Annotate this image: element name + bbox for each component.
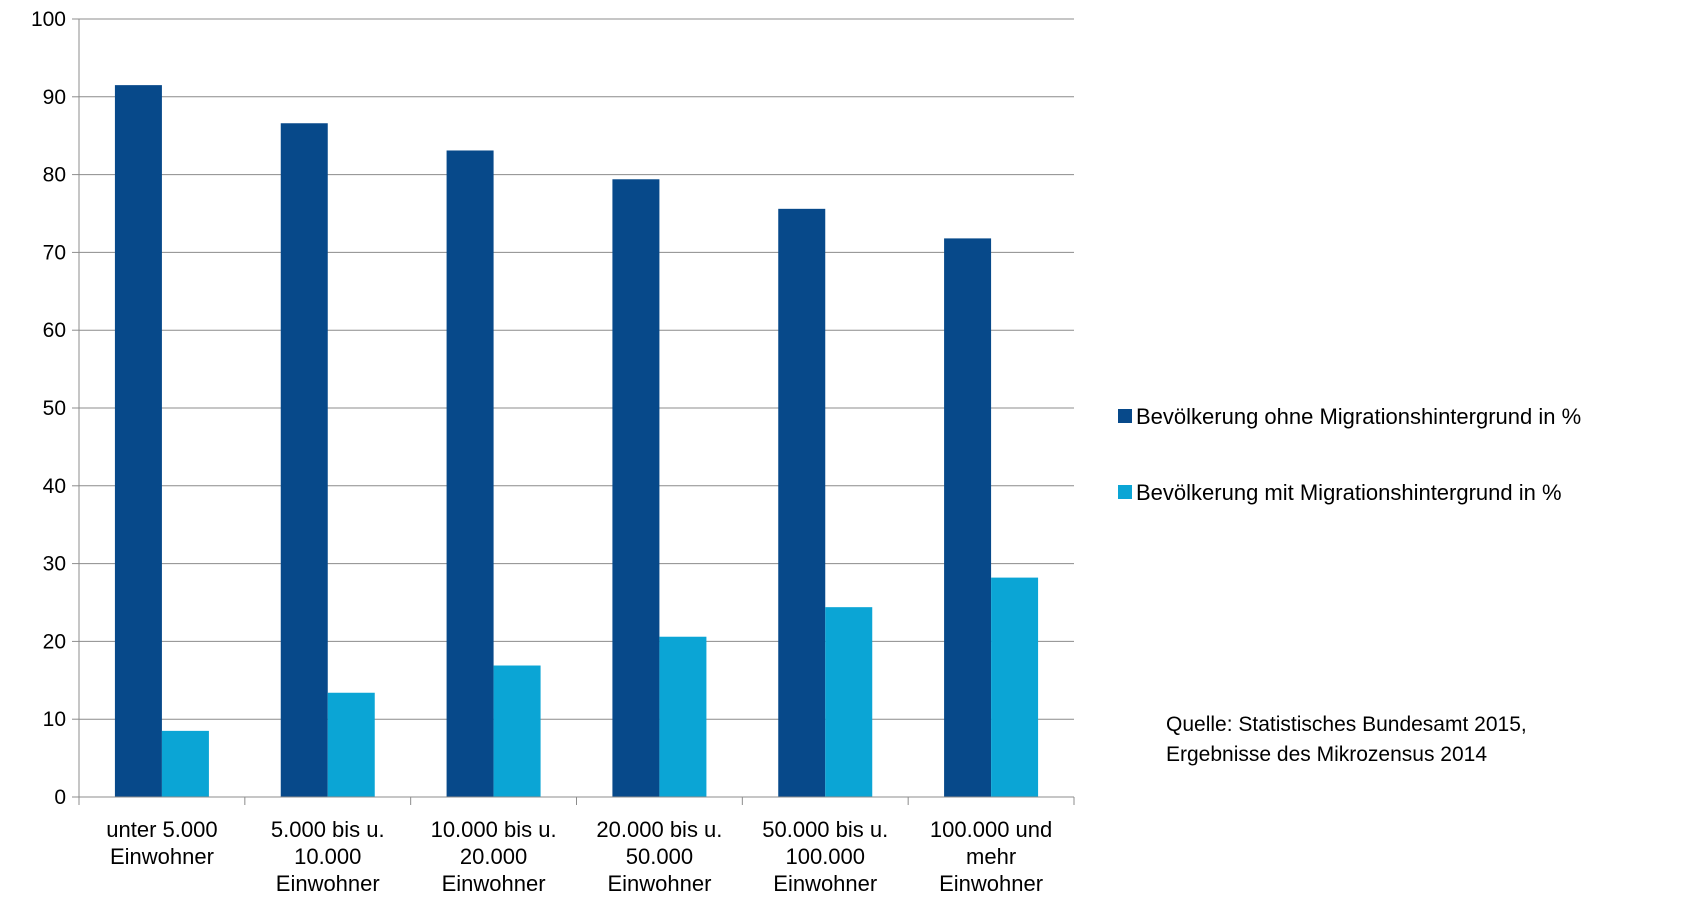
x-category-label: unter 5.000 Einwohner <box>106 817 217 869</box>
bar <box>446 150 494 797</box>
legend-label: Bevölkerung ohne Migrationshintergrund i… <box>1136 404 1581 429</box>
x-category-label-line: Einwohner <box>442 871 546 896</box>
bar <box>991 577 1039 797</box>
gridlines <box>79 18 1074 798</box>
x-category-label: 100.000 und mehr Einwohner <box>930 817 1052 896</box>
bar <box>944 238 992 797</box>
x-category-label-line: 50.000 <box>626 844 693 869</box>
bar <box>778 208 826 797</box>
bar <box>280 123 328 797</box>
y-tick-label: 0 <box>54 786 66 809</box>
x-category-label-line: unter 5.000 <box>106 817 217 842</box>
bars <box>114 85 1039 797</box>
y-tick-label: 100 <box>31 8 66 31</box>
y-tick-label: 10 <box>43 708 66 731</box>
x-category-label-line: Einwohner <box>939 871 1043 896</box>
x-category-label-line: 10.000 <box>294 844 361 869</box>
x-category-label-line: 5.000 bis u. <box>271 817 385 842</box>
y-tick-label: 90 <box>43 86 66 109</box>
y-tick-label: 30 <box>43 553 66 576</box>
y-tick-label: 40 <box>43 475 66 498</box>
x-category-label-line: Einwohner <box>276 871 380 896</box>
x-category-label: 20.000 bis u. 50.000 Einwohner <box>596 817 722 896</box>
y-tick-label: 50 <box>43 397 66 420</box>
x-category-label-line: 50.000 bis u. <box>762 817 888 842</box>
bar <box>327 692 375 797</box>
x-category-label-line: Einwohner <box>773 871 877 896</box>
y-tick-label: 80 <box>43 164 66 187</box>
bar <box>612 179 660 797</box>
bar <box>825 607 873 797</box>
source-text-line: Ergebnisse des Mikrozensus 2014 <box>1166 743 1487 766</box>
bar <box>114 85 162 797</box>
y-tick-label: 70 <box>43 241 66 264</box>
x-category-label-line: 10.000 bis u. <box>431 817 557 842</box>
x-category-label-line: 20.000 bis u. <box>596 817 722 842</box>
legend-swatch <box>1118 409 1132 423</box>
bar <box>493 665 541 797</box>
bar <box>659 636 707 797</box>
x-category-label: 5.000 bis u. 10.000 Einwohner <box>271 817 385 896</box>
x-category-label-line: mehr <box>966 844 1016 869</box>
source-text: Quelle: Statistisches Bundesamt 2015, Erg… <box>1166 713 1527 766</box>
x-category-label: 10.000 bis u. 20.000 Einwohner <box>431 817 557 896</box>
x-category-label-line: Einwohner <box>607 871 711 896</box>
x-category-label: 50.000 bis u. 100.000 Einwohner <box>762 817 888 896</box>
legend-label: Bevölkerung mit Migrationshintergrund in… <box>1136 480 1562 505</box>
bar <box>161 730 209 797</box>
source-annotation: Quelle: Statistisches Bundesamt 2015, Erg… <box>1166 713 1527 766</box>
x-category-label-line: 100.000 und <box>930 817 1052 842</box>
x-category-label-line: Einwohner <box>110 844 214 869</box>
legend-swatch <box>1118 485 1132 499</box>
y-tick-label: 60 <box>43 319 66 342</box>
legend: Bevölkerung ohne Migrationshintergrund i… <box>1118 404 1581 505</box>
source-text-line: Quelle: Statistisches Bundesamt 2015, <box>1166 713 1527 736</box>
x-category-label-line: 100.000 <box>785 844 865 869</box>
x-category-label-line: 20.000 <box>460 844 527 869</box>
y-tick-label: 20 <box>43 630 66 653</box>
